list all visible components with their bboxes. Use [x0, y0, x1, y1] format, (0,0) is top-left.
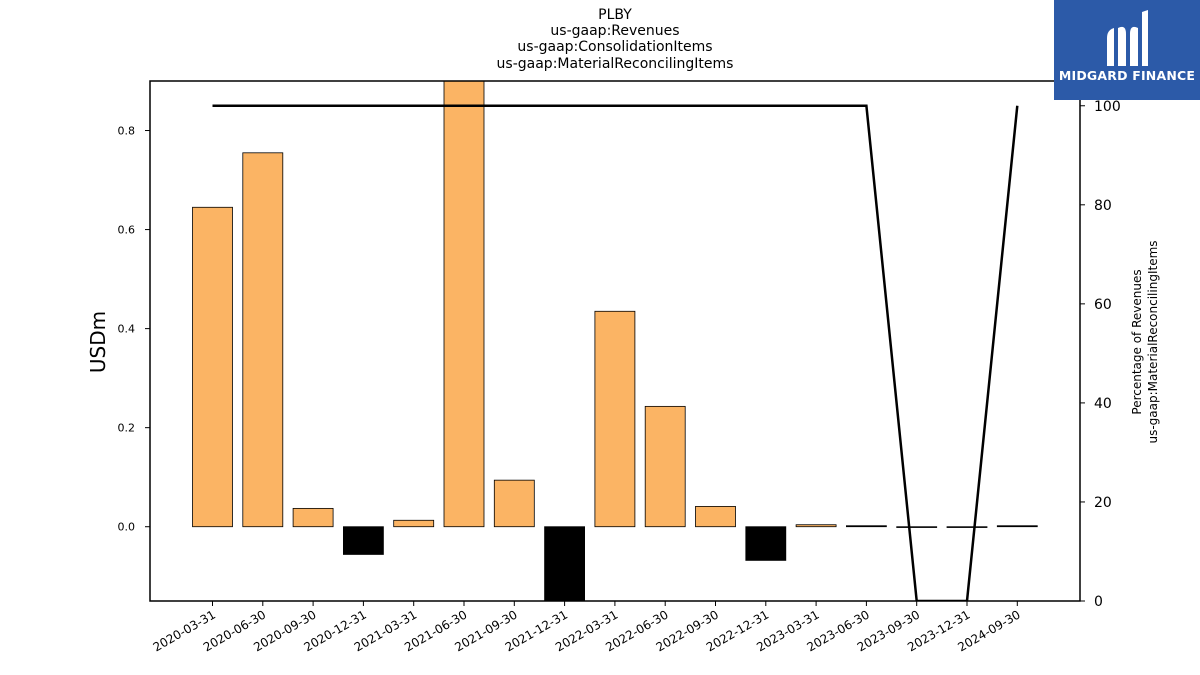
y2-tick-label: 40	[1094, 396, 1112, 412]
bar	[292, 507, 334, 528]
bar	[846, 525, 887, 528]
chart-title-line-3: us-gaap:ConsolidationItems	[517, 39, 713, 55]
brand-logo: MIDGARD FINANCE	[1054, 0, 1200, 100]
bar	[242, 152, 284, 528]
bar	[996, 525, 1038, 528]
logo-text: MIDGARD FINANCE	[1058, 68, 1196, 83]
y-tick-label: 0.0	[118, 521, 136, 534]
y-tick-label: 0.8	[118, 125, 136, 138]
bar	[795, 524, 837, 528]
bar	[594, 310, 636, 528]
y2-tick-label: 100	[1094, 99, 1121, 115]
y-axis-label: USDm	[86, 310, 110, 374]
bar	[393, 519, 435, 528]
y2-axis-label-line-2: us-gaap:MaterialReconcilingItems	[1146, 240, 1160, 444]
bar	[946, 526, 988, 528]
bar	[443, 81, 485, 528]
bar	[192, 206, 233, 528]
bar	[342, 526, 384, 555]
chart-title-line-4: us-gaap:MaterialReconcilingItems	[496, 56, 734, 72]
y2-tick-label: 0	[1094, 594, 1103, 610]
logo-mark-icon	[1107, 10, 1148, 66]
y-tick-label: 0.6	[118, 224, 136, 237]
y2-tick-label: 20	[1094, 495, 1112, 511]
chart-title-line-2: us-gaap:Revenues	[550, 23, 680, 39]
bar	[745, 526, 787, 561]
bar	[544, 526, 585, 601]
y2-axis-label-line-1: Percentage of Revenues	[1130, 269, 1144, 415]
y2-tick-label: 80	[1094, 198, 1112, 214]
y2-axis-label: Percentage of Revenues us-gaap:MaterialR…	[1129, 240, 1161, 443]
line-series	[212, 104, 1019, 601]
y-tick-label: 0.4	[118, 323, 136, 336]
chart-title-line-1: PLBY	[598, 7, 632, 23]
bar	[493, 479, 535, 528]
bar	[695, 506, 736, 528]
y2-tick-label: 60	[1094, 297, 1112, 313]
y-tick-label: 0.2	[118, 422, 136, 435]
bar	[896, 526, 938, 528]
bar	[644, 405, 686, 528]
